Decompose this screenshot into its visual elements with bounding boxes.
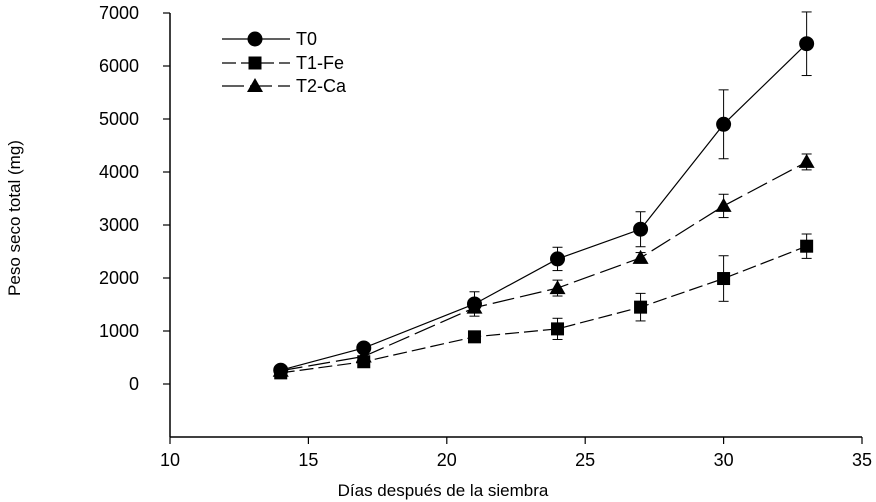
data-point	[633, 221, 649, 237]
legend-marker	[247, 78, 263, 92]
legend-marker	[248, 56, 262, 70]
legend-label: T0	[296, 29, 317, 49]
data-point	[717, 272, 731, 286]
data-point	[551, 322, 565, 336]
y-tick-label: 7000	[99, 3, 139, 23]
series-t0	[273, 11, 815, 378]
data-point	[716, 116, 732, 132]
axes: 10 15 20 25 30 35 0 1000 2000 3000 4000 5000 6000 700…	[99, 3, 872, 470]
legend-label: T2-Ca	[296, 76, 347, 96]
data-point	[466, 299, 483, 314]
data-point	[799, 36, 815, 52]
y-tick-label: 0	[129, 374, 139, 394]
x-tick-label: 20	[437, 450, 457, 470]
y-tick-label: 3000	[99, 215, 139, 235]
x-axis-title: Días después de la siembra	[338, 481, 549, 500]
series-layer	[272, 11, 815, 380]
data-point	[356, 340, 372, 356]
legend-item: T2-Ca	[222, 76, 347, 96]
data-point	[549, 280, 566, 295]
y-tick-label: 4000	[99, 162, 139, 182]
x-tick-label: 15	[298, 450, 318, 470]
data-point	[800, 239, 814, 253]
data-point	[715, 197, 732, 212]
x-tick-label: 35	[852, 450, 872, 470]
y-axis-title: Peso seco total (mg)	[5, 140, 24, 296]
data-point	[550, 251, 566, 267]
data-point	[798, 153, 815, 168]
y-tick-label: 6000	[99, 56, 139, 76]
legend: T0 T1-Fe T2-Ca	[222, 29, 347, 96]
legend-item: T1-Fe	[222, 53, 344, 73]
legend-label: T1-Fe	[296, 53, 344, 73]
x-tick-label: 25	[575, 450, 595, 470]
x-tick-label: 30	[714, 450, 734, 470]
data-point	[467, 330, 481, 344]
legend-marker	[247, 31, 263, 47]
y-tick-label: 1000	[99, 321, 139, 341]
y-tick-label: 2000	[99, 268, 139, 288]
series-t2-ca	[272, 153, 815, 377]
y-tick-label: 5000	[99, 109, 139, 129]
x-tick-label: 10	[160, 450, 180, 470]
legend-item: T0	[222, 29, 317, 49]
data-point	[355, 348, 372, 363]
data-point	[634, 300, 648, 314]
data-point	[272, 362, 289, 377]
data-point	[632, 249, 649, 264]
